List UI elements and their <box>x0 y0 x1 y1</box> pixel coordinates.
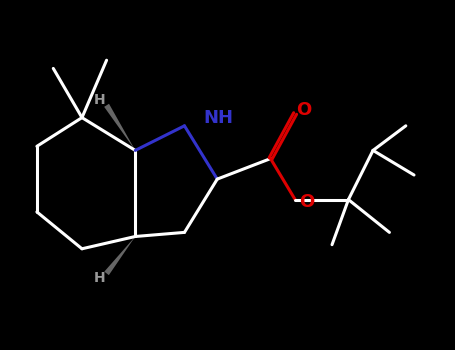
Text: O: O <box>297 101 312 119</box>
Polygon shape <box>104 104 135 150</box>
Text: O: O <box>299 193 314 211</box>
Text: H: H <box>93 93 105 107</box>
Text: H: H <box>93 271 105 285</box>
Polygon shape <box>104 237 135 275</box>
Text: NH: NH <box>203 110 233 127</box>
